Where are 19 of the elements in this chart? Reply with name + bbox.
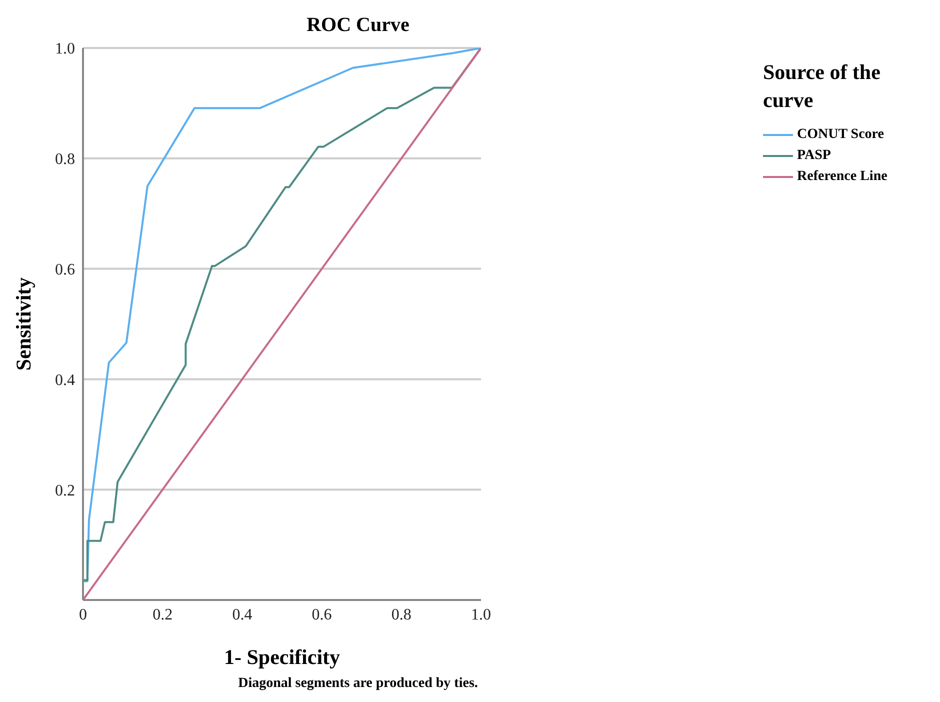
legend-title: Source of the curve — [763, 59, 882, 114]
y-tick-label: 0.2 — [55, 482, 75, 500]
x-tick-label: 1.0 — [471, 606, 491, 624]
text: Diagonal segments are produced by ties. — [237, 676, 479, 692]
legend-label: CONUT Score — [797, 126, 884, 142]
x-tick-label: 0 — [79, 606, 87, 624]
y-tick-label: 0.6 — [55, 261, 75, 278]
x-tick-label: 0.8 — [391, 606, 412, 624]
y-tick-label: 0.8 — [55, 151, 75, 168]
x-axis-title: 1- Specificity — [224, 645, 341, 669]
x-tick-label: 0.2 — [152, 606, 173, 624]
y-axis-title: Sensitivity — [11, 276, 36, 371]
y-tick-label: 0.4 — [55, 372, 75, 389]
y-tick-label: 1.0 — [55, 40, 75, 58]
legend-label: PASP — [797, 148, 831, 164]
x-tick-label: 0.6 — [312, 606, 332, 624]
x-tick-label: 0.4 — [232, 606, 252, 624]
legend-label: Reference Line — [797, 168, 888, 184]
chart-title: ROC Curve — [306, 14, 410, 37]
